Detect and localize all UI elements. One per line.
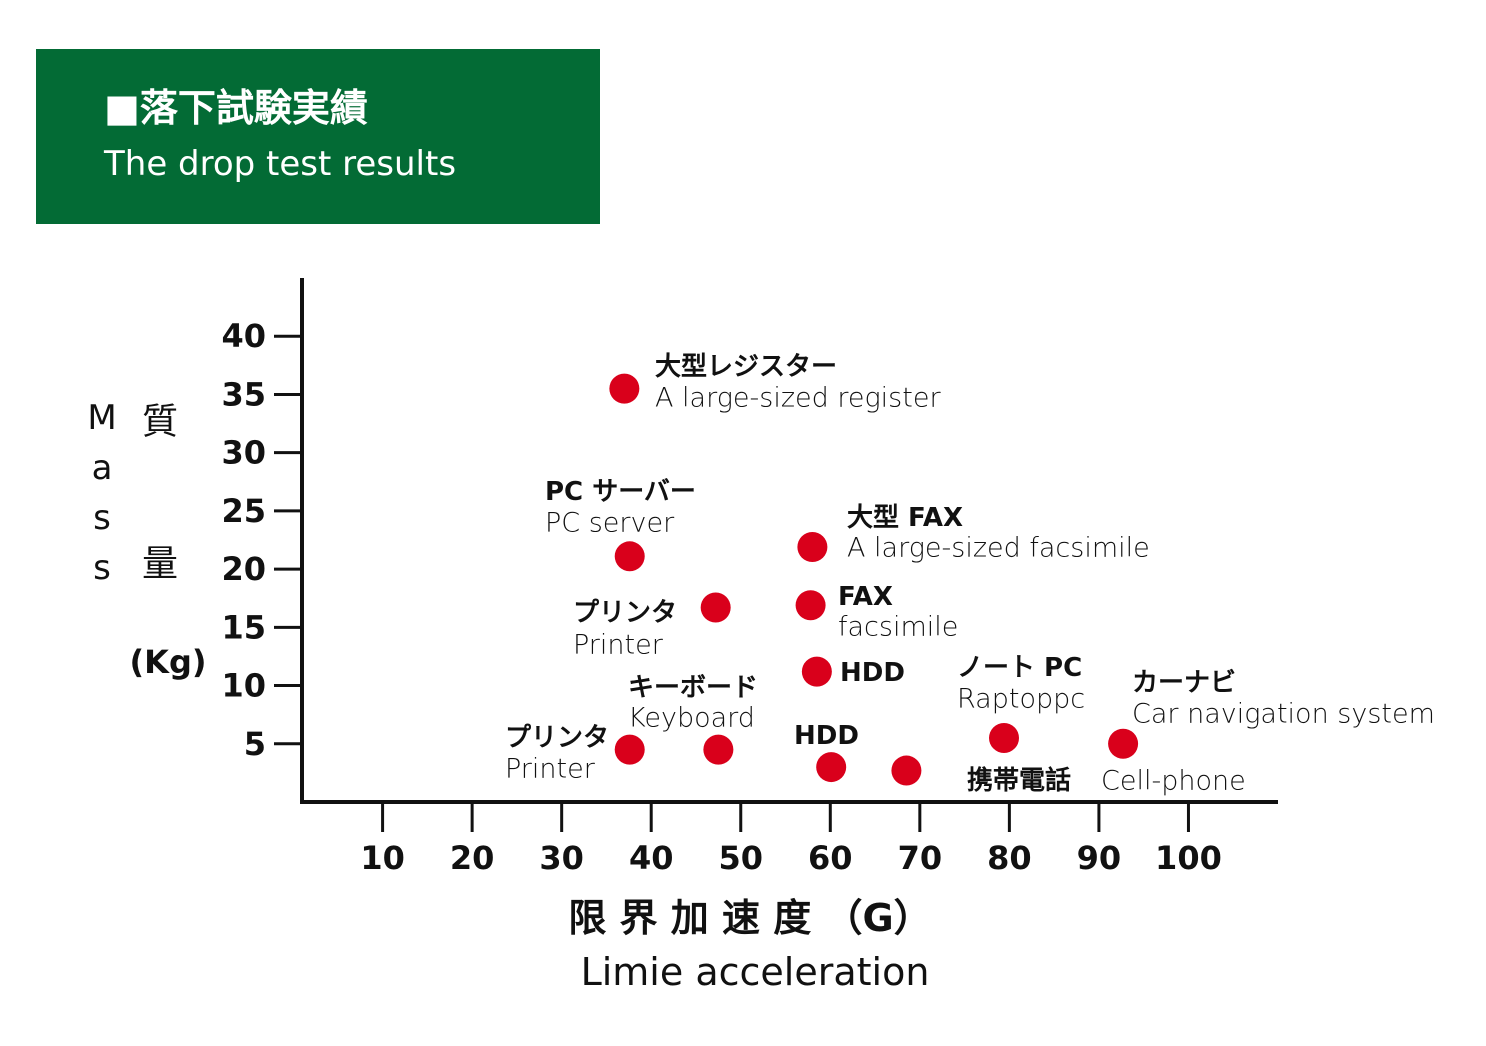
y-tick-label: 40 <box>221 317 266 355</box>
x-tick-label: 30 <box>539 839 584 877</box>
x-tick-label: 70 <box>898 839 943 877</box>
point-label: PC サーバー <box>545 477 696 507</box>
y-axis-subtitle: M <box>87 398 116 438</box>
y-axis-subtitle: s <box>93 498 111 538</box>
point-label-en: Printer <box>505 754 596 785</box>
x-tick-label: 20 <box>450 839 495 877</box>
y-tick-label: 25 <box>221 492 266 530</box>
point-label: キーボード <box>628 673 758 703</box>
point-label-en: A large-sized facsimile <box>847 533 1150 564</box>
point <box>1108 728 1139 759</box>
y-axis-title: 質 <box>142 402 178 443</box>
point-label: 携帯電話 <box>967 765 1071 796</box>
point <box>891 755 922 786</box>
point <box>614 734 645 765</box>
point-label: FAX <box>838 582 893 612</box>
chart-subtitle: The drop test results <box>103 144 456 184</box>
x-tick-label: 60 <box>808 839 853 877</box>
point <box>700 592 731 623</box>
point <box>797 531 828 562</box>
y-tick-label: 20 <box>221 550 266 588</box>
point-label: HDD <box>794 721 859 751</box>
point-label: HDD <box>840 658 905 688</box>
y-axis-unit: (Kg) <box>130 643 207 681</box>
point-label-en: Car navigation system <box>1132 699 1435 730</box>
y-axis-title: 量 <box>142 544 178 585</box>
point-label-en: Keyboard <box>628 703 755 734</box>
point-label: ノート PC <box>957 653 1082 683</box>
point-label-en: facsimile <box>838 612 958 643</box>
x-tick-label: 80 <box>987 839 1032 877</box>
x-tick-label: 40 <box>629 839 674 877</box>
point <box>801 656 832 687</box>
x-tick-label: 50 <box>718 839 763 877</box>
title-box <box>36 49 600 224</box>
y-axis-subtitle: s <box>93 548 111 588</box>
point <box>989 722 1020 753</box>
point-label: カーナビ <box>1132 668 1236 698</box>
x-axis-title: 限 界 加 速 度 （G） <box>568 896 931 940</box>
y-tick-label: 30 <box>221 434 266 472</box>
x-tick-label: 10 <box>360 839 405 877</box>
point <box>816 752 847 783</box>
chart-title: ■落下試験実績 <box>104 86 368 130</box>
point <box>614 541 645 572</box>
point <box>703 734 734 765</box>
y-tick-label: 5 <box>244 725 266 763</box>
x-tick-label: 100 <box>1155 839 1222 877</box>
y-axis-subtitle: a <box>92 448 113 488</box>
point-label-en: A large-sized register <box>655 383 941 414</box>
point-label-en: Cell-phone <box>1101 766 1246 797</box>
x-axis-subtitle: Limie acceleration <box>581 950 930 994</box>
point-label: プリンタ <box>573 598 677 628</box>
y-tick-label: 35 <box>221 375 266 413</box>
point <box>795 590 826 621</box>
x-tick-label: 90 <box>1077 839 1122 877</box>
point-label: 大型レジスター <box>655 352 837 382</box>
point-label: プリンタ <box>505 723 609 753</box>
y-tick-label: 10 <box>221 667 266 705</box>
point-label-en: Printer <box>573 630 664 661</box>
point-label-en: Raptoppc <box>957 684 1085 715</box>
y-tick-label: 15 <box>221 608 266 646</box>
point-label-en: PC server <box>545 508 675 539</box>
point-label: 大型 FAX <box>847 503 963 533</box>
point <box>609 373 640 404</box>
